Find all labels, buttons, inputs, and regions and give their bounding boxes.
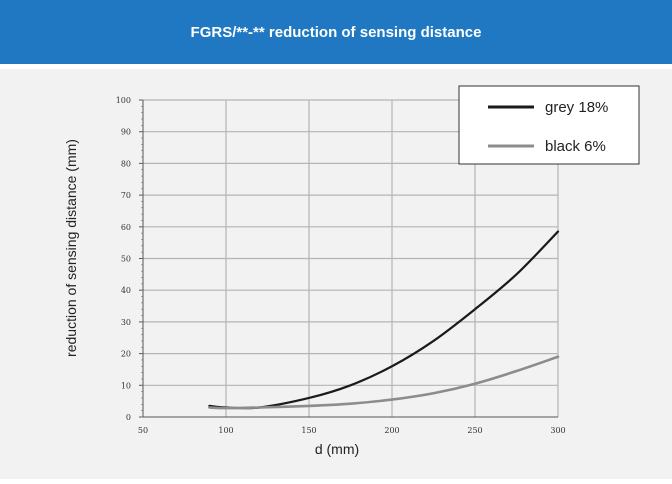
legend-label-grey-18: grey 18% xyxy=(545,99,608,116)
y-tick-label-30: 30 xyxy=(121,318,131,327)
y-tick-label-10: 10 xyxy=(121,381,131,390)
y-tick-label-50: 50 xyxy=(121,255,131,264)
y-tick-label-20: 20 xyxy=(121,350,131,359)
series-line-black-6 xyxy=(208,355,560,410)
x-tick-label-250: 250 xyxy=(467,426,482,435)
series-lines xyxy=(208,230,560,410)
x-axis-label: d (mm) xyxy=(315,441,359,457)
y-tick-label-60: 60 xyxy=(121,223,131,232)
x-tick-label-150: 150 xyxy=(301,426,316,435)
header-bar: FGRS/**-** reduction of sensing distance xyxy=(0,0,672,64)
y-tick-label-90: 90 xyxy=(121,128,131,137)
page-title: FGRS/**-** reduction of sensing distance xyxy=(190,23,482,41)
tick-labels: 0 10 20 30 40 50 60 70 80 90 100 50 100 150 200 250 300 xyxy=(116,96,566,435)
legend-label-black-6: black 6% xyxy=(545,138,606,155)
x-tick-label-100: 100 xyxy=(218,426,233,435)
y-axis-label: reduction of sensing distance (mm) xyxy=(63,139,79,357)
y-tick-label-70: 70 xyxy=(121,191,131,200)
axes xyxy=(139,99,558,418)
chart-panel: 0 10 20 30 40 50 60 70 80 90 100 50 100 150 200 250 300 … xyxy=(0,69,672,479)
legend: grey 18% black 6% xyxy=(458,85,640,165)
y-tick-label-100: 100 xyxy=(116,96,131,105)
y-tick-label-40: 40 xyxy=(121,286,131,295)
grid xyxy=(143,99,559,417)
y-tick-label-0: 0 xyxy=(126,413,131,422)
x-tick-label-200: 200 xyxy=(384,426,399,435)
x-tick-label-50: 50 xyxy=(138,426,148,435)
y-tick-label-80: 80 xyxy=(121,159,131,168)
x-tick-label-300: 300 xyxy=(550,426,565,435)
legend-box xyxy=(458,85,640,165)
